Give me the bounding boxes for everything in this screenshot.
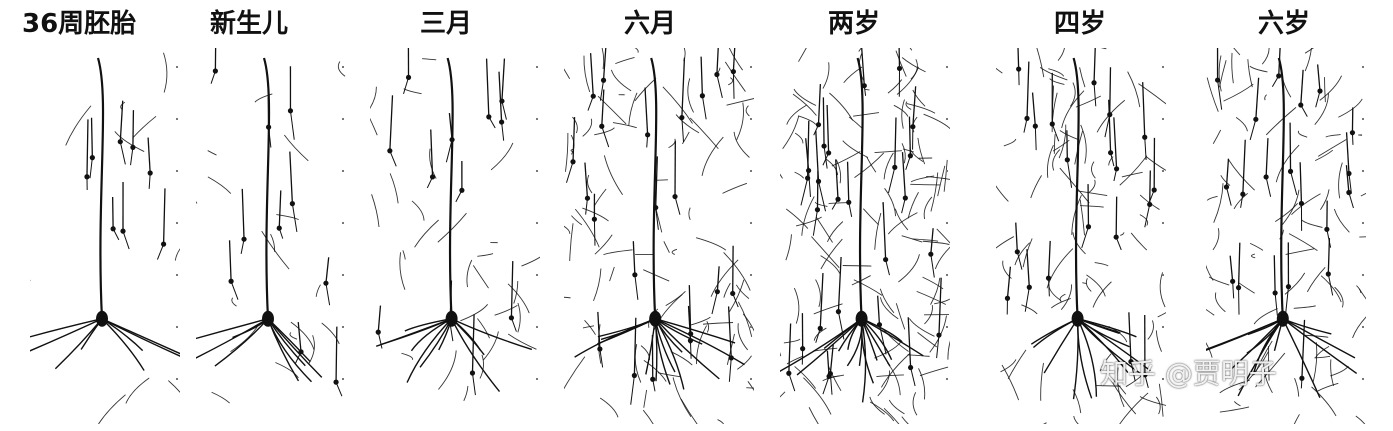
neuron-drawing-newborn <box>196 48 346 424</box>
neuron-drawing-four-years <box>996 48 1166 424</box>
neuron-drawing-six-months <box>564 48 754 424</box>
label-two-years: 两岁 <box>828 9 881 39</box>
label-newborn: 新生儿 <box>210 9 289 39</box>
label-four-years: 四岁 <box>1054 9 1107 39</box>
neuron-sketch-1 <box>196 48 346 404</box>
label-six-years: 六岁 <box>1258 9 1311 39</box>
neuron-sketch-7 <box>1206 48 1366 424</box>
label-36-week-embryo: 36周胚胎 <box>22 9 137 39</box>
neuron-sketch-4 <box>780 48 950 424</box>
neuron-drawing-36-week-embryo <box>30 48 180 424</box>
neuron-sketch-0 <box>30 52 180 424</box>
neuron-drawing-three-months <box>370 48 540 424</box>
neuron-sketch-3 <box>564 48 754 424</box>
neuron-sketch-5 <box>996 48 1166 424</box>
neuron-drawing-two-years <box>780 48 950 424</box>
zhihu-watermark: 知乎 @贾明子 <box>1100 357 1277 390</box>
neuron-drawing-six-years <box>1206 48 1366 424</box>
neuron-sketch-2 <box>370 48 540 401</box>
label-six-months: 六月 <box>624 9 677 39</box>
label-three-months: 三月 <box>420 9 473 39</box>
